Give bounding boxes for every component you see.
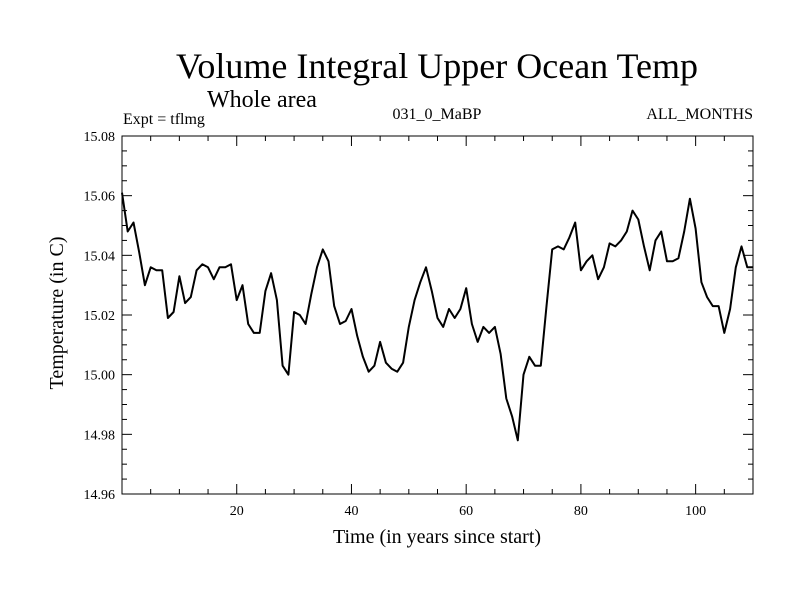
y-tick-label: 15.06 bbox=[84, 190, 116, 205]
chart-subtitle: Whole area bbox=[207, 87, 317, 113]
x-tick-label: 80 bbox=[574, 504, 588, 519]
y-tick-label: 14.98 bbox=[84, 428, 116, 443]
y-tick-label: 15.02 bbox=[84, 309, 116, 324]
expt-label: Expt = tflmg bbox=[123, 111, 205, 128]
y-tick-label: 14.96 bbox=[84, 488, 116, 503]
x-tick-label: 20 bbox=[230, 504, 244, 519]
y-tick-label: 15.04 bbox=[84, 249, 116, 264]
run-label: 031_0_MaBP bbox=[393, 106, 482, 123]
y-axis-ticks: 14.96 14.98 15.00 15.02 15.04 15.06 15.08 bbox=[84, 130, 753, 503]
temperature-series-line bbox=[121, 192, 753, 442]
y-axis-label: Temperature (in C) bbox=[46, 237, 68, 390]
chart-title: Volume Integral Upper Ocean Temp bbox=[176, 46, 698, 86]
plot-frame bbox=[121, 135, 754, 495]
x-axis-ticks: 20 40 60 80 100 bbox=[150, 136, 725, 519]
x-tick-label: 60 bbox=[459, 504, 473, 519]
y-tick-label: 15.08 bbox=[84, 130, 116, 145]
y-tick-label: 15.00 bbox=[84, 369, 116, 384]
x-tick-label: 40 bbox=[344, 504, 358, 519]
x-axis-label: Time (in years since start) bbox=[333, 526, 541, 548]
months-label: ALL_MONTHS bbox=[646, 106, 753, 123]
x-tick-label: 100 bbox=[685, 504, 706, 519]
